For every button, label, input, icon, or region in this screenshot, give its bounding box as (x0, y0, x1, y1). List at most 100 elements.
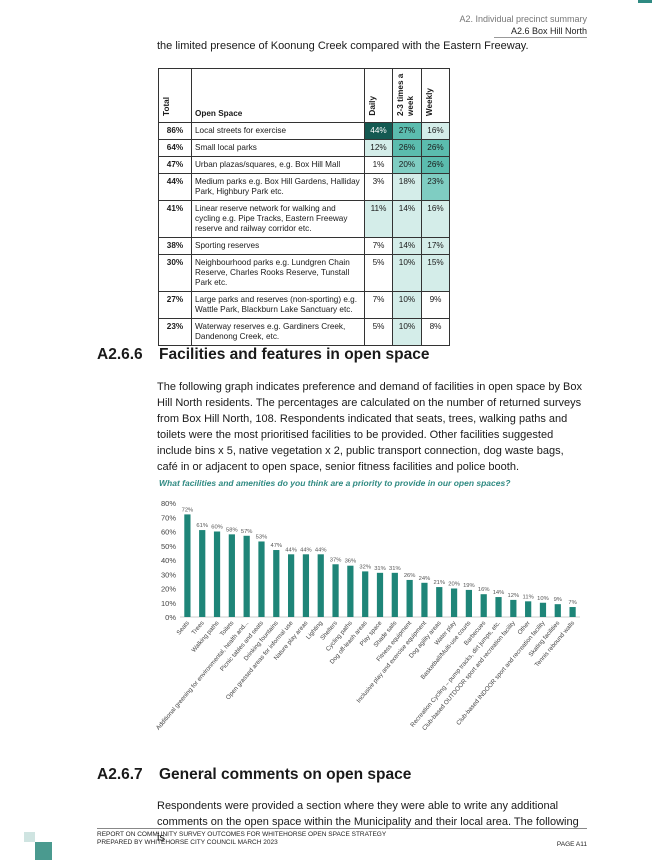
bar-value-label: 31% (374, 566, 386, 572)
facilities-paragraph: The following graph indicates preference… (157, 381, 582, 473)
bar-value-label: 12% (508, 593, 520, 599)
section-number: A2.6.7 (97, 766, 143, 783)
row-daily: 7% (364, 237, 393, 255)
footer-divider (97, 828, 587, 829)
header-open-space: Open Space (191, 68, 365, 123)
bar (228, 534, 235, 617)
bar-value-label: 58% (226, 527, 238, 533)
bar (436, 587, 443, 617)
row-open-space-name: Local streets for exercise (191, 122, 365, 140)
bar (480, 594, 487, 617)
header-total: Total (158, 68, 192, 123)
table-row: 44% Medium parks e.g. Box Hill Gardens, H… (158, 173, 450, 201)
row-open-space-name: Urban plazas/squares, e.g. Box Hill Mall (191, 156, 365, 174)
bar (213, 531, 221, 617)
row-two-three: 10% (392, 318, 422, 346)
bar (391, 572, 398, 617)
bar-value-label: 32% (359, 564, 371, 570)
row-open-space-name: Medium parks e.g. Box Hill Gardens, Hall… (191, 173, 365, 201)
row-open-space-name: Large parks and reserves (non-sporting) … (191, 291, 365, 319)
x-category-label: Inclusive play and exercise equipment (355, 620, 428, 705)
row-weekly: 16% (421, 122, 450, 140)
row-weekly: 15% (421, 254, 450, 292)
table-row: 38% Sporting reserves 7% 14% 17% (158, 237, 450, 255)
header-subsection-label: A2.6 Box Hill North (510, 26, 587, 36)
footer-prepared-by: PREPARED BY WHITEHORSE CITY COUNCIL MARC… (97, 839, 278, 846)
header-divider (494, 37, 587, 38)
footer-decor-square-dark (35, 842, 52, 860)
row-daily: 5% (364, 254, 393, 292)
bar-value-label: 60% (211, 525, 223, 531)
header-section-label: A2. Individual precinct summary (459, 14, 587, 24)
bar (554, 604, 561, 617)
bar (302, 554, 310, 617)
bar (406, 579, 413, 617)
row-total: 27% (158, 291, 192, 319)
bar-value-label: 37% (330, 557, 342, 563)
bar (495, 597, 502, 617)
row-two-three: 27% (392, 122, 422, 140)
open-space-table: Total Open Space Daily 2-3 times a week … (158, 68, 450, 346)
row-total: 47% (158, 156, 192, 174)
intro-text: the limited presence of Koonung Creek co… (157, 40, 529, 52)
row-total: 64% (158, 139, 192, 157)
table-header-row: Total Open Space Daily 2-3 times a week … (158, 68, 450, 123)
section-title: Facilities and features in open space (159, 346, 430, 363)
bar-value-label: 47% (270, 543, 282, 549)
bar (347, 565, 354, 617)
y-tick-label: 30% (161, 570, 176, 579)
row-total: 30% (158, 254, 192, 292)
row-weekly: 17% (421, 237, 450, 255)
bar (184, 514, 191, 617)
row-daily: 44% (364, 122, 393, 140)
bar (288, 554, 295, 617)
footer-decor-square-light (24, 832, 35, 842)
chart-caption: What facilities and amenities do you thi… (159, 478, 511, 488)
bar (421, 582, 428, 617)
facilities-bar-chart: 0%10%20%30%40%50%60%70%80%72%Seats61%Tre… (155, 499, 580, 732)
row-total: 86% (158, 122, 192, 140)
bar-value-label: 16% (478, 587, 490, 593)
bar-value-label: 11% (523, 594, 534, 600)
row-weekly: 8% (421, 318, 450, 346)
table-row: 86% Local streets for exercise 44% 27% 16% (158, 122, 450, 140)
row-daily: 5% (364, 318, 393, 346)
section-title: General comments on open space (159, 766, 412, 783)
bar-value-label: 10% (537, 596, 549, 602)
corner-accent (638, 0, 652, 3)
table-row: 30% Neighbourhood parks e.g. Lundgren Cha… (158, 254, 450, 292)
bar-value-label: 9% (554, 597, 562, 603)
bar-value-label: 44% (300, 547, 312, 553)
table-row: 23% Waterway reserves e.g. Gardiners Cree… (158, 318, 450, 346)
bar-value-label: 44% (315, 547, 327, 553)
row-open-space-name: Sporting reserves (191, 237, 365, 255)
row-two-three: 14% (392, 237, 422, 255)
row-open-space-name: Neighbourhood parks e.g. Lundgren Chain … (191, 254, 365, 292)
table-row: 41% Linear reserve network for walking an… (158, 200, 450, 238)
bar-value-label: 7% (568, 600, 576, 606)
x-category-label: Seats (175, 620, 191, 637)
comments-paragraph: Respondents were provided a section wher… (157, 800, 579, 844)
footer-report-title: REPORT ON COMMUNITY SURVEY OUTCOMES FOR … (97, 831, 387, 838)
row-two-three: 18% (392, 173, 422, 201)
bar (525, 601, 532, 617)
bar (539, 602, 547, 617)
header-weekly: Weekly (421, 68, 450, 123)
bar (362, 571, 369, 617)
bar-value-label: 72% (182, 507, 194, 513)
row-total: 38% (158, 237, 192, 255)
bar (569, 607, 576, 617)
row-daily: 12% (364, 139, 393, 157)
table-row: 47% Urban plazas/squares, e.g. Box Hill M… (158, 156, 450, 174)
bar-value-label: 57% (241, 529, 253, 535)
bar-value-label: 14% (493, 590, 505, 596)
table-row: 27% Large parks and reserves (non-sportin… (158, 291, 450, 319)
row-two-three: 26% (392, 139, 422, 157)
bar (332, 564, 339, 617)
bar-value-label: 44% (285, 547, 297, 553)
row-daily: 7% (364, 291, 393, 319)
bar (450, 588, 458, 617)
row-two-three: 20% (392, 156, 422, 174)
bar (258, 541, 265, 617)
row-total: 23% (158, 318, 192, 346)
